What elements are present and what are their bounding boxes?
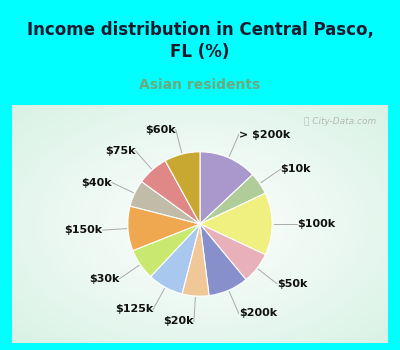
Text: $75k: $75k xyxy=(105,146,136,156)
Wedge shape xyxy=(200,224,265,280)
Wedge shape xyxy=(150,224,200,294)
Wedge shape xyxy=(182,224,209,296)
Wedge shape xyxy=(142,161,200,224)
Text: ⓘ City-Data.com: ⓘ City-Data.com xyxy=(304,117,377,126)
Text: $30k: $30k xyxy=(89,274,119,284)
Wedge shape xyxy=(200,224,246,296)
Wedge shape xyxy=(130,182,200,224)
Text: $10k: $10k xyxy=(281,164,311,174)
Text: Income distribution in Central Pasco,
FL (%): Income distribution in Central Pasco, FL… xyxy=(26,21,374,61)
Wedge shape xyxy=(133,224,200,276)
Text: $100k: $100k xyxy=(298,219,336,229)
Wedge shape xyxy=(200,175,265,224)
Text: $125k: $125k xyxy=(115,304,153,314)
Text: $20k: $20k xyxy=(163,316,194,326)
Text: $150k: $150k xyxy=(65,225,103,235)
Text: $200k: $200k xyxy=(239,308,277,319)
Wedge shape xyxy=(200,152,253,224)
Text: > $200k: > $200k xyxy=(239,130,290,140)
Text: Asian residents: Asian residents xyxy=(139,78,261,92)
Text: $60k: $60k xyxy=(145,125,176,135)
Wedge shape xyxy=(200,193,272,255)
Wedge shape xyxy=(165,152,200,224)
Wedge shape xyxy=(128,206,200,251)
Text: $40k: $40k xyxy=(81,177,112,188)
Text: $50k: $50k xyxy=(277,279,307,289)
